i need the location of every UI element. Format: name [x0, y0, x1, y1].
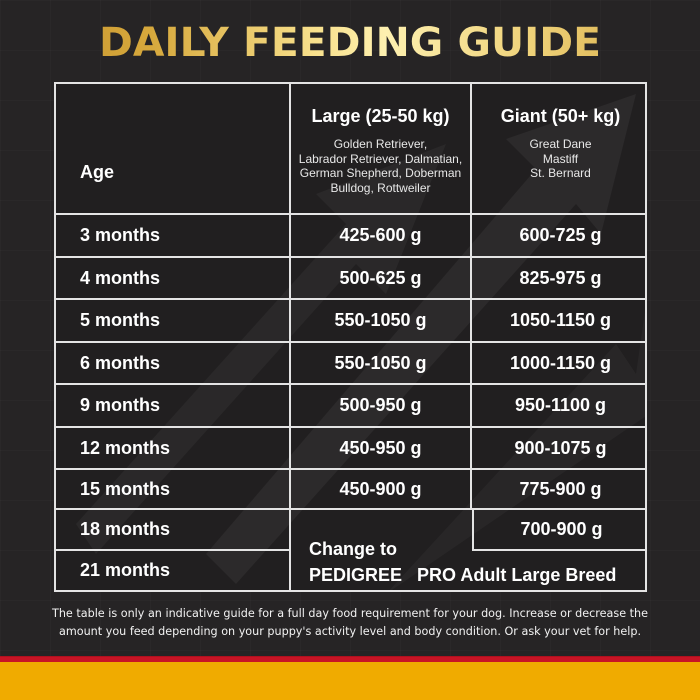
page-title: DAILY FEEDING GUIDE: [0, 18, 700, 68]
table-cell-large: 425-600 g: [291, 215, 472, 258]
table-row-age: 6 months: [56, 343, 291, 385]
breed: Bulldog, Rottweiler: [330, 180, 431, 195]
red-stripe: [0, 656, 700, 662]
header-large: Large (25-50 kg) Golden Retriever, Labra…: [291, 84, 472, 215]
header-age: Age: [56, 84, 291, 215]
table-cell-giant: 1000-1150 g: [472, 343, 645, 385]
table-cell-giant: 900-1075 g: [472, 428, 645, 470]
feeding-table: Age Large (25-50 kg) Golden Retriever, L…: [54, 82, 647, 592]
table-row-age: 3 months: [56, 215, 291, 258]
table-cell-giant: 1050-1150 g: [472, 300, 645, 343]
breed: Great Dane: [529, 137, 592, 151]
table-cell-large: 550-1050 g: [291, 300, 472, 343]
table-cell-large: 450-900 g: [291, 470, 472, 510]
disclaimer-line1: The table is only an indicative guide fo…: [51, 607, 648, 620]
table-cell-giant: 825-975 g: [472, 258, 645, 300]
table-cell-large: 550-1050 g: [291, 343, 472, 385]
breed: Golden Retriever,: [333, 137, 428, 151]
table-cell-giant: 775-900 g: [472, 470, 645, 510]
table-row-age: 5 months: [56, 300, 291, 343]
table-row-age: 9 months: [56, 385, 291, 428]
table-cell-giant: 950-1100 g: [472, 385, 645, 428]
table-row-age: 21 months: [56, 551, 291, 590]
breed: St. Bernard: [530, 166, 591, 180]
header-giant: Giant (50+ kg) Great Dane Mastiff St. Be…: [472, 84, 645, 215]
table-cell-giant: 700-900 g: [472, 510, 645, 551]
giant-breeds-list: Great Dane Mastiff St. Bernard: [529, 137, 591, 181]
change-food-note: Change to PEDIGREE PRO Adult Large Breed: [291, 510, 645, 590]
disclaimer-line2: amount you feed depending on your puppy'…: [58, 625, 642, 638]
header-giant-label: Giant (50+ kg): [500, 106, 621, 126]
table-cell-large: 500-625 g: [291, 258, 472, 300]
table-cell-giant: 600-725 g: [472, 215, 645, 258]
large-breeds-list: Golden Retriever, Labrador Retriever, Da…: [299, 137, 462, 195]
change-note-line1: Change to: [309, 539, 397, 559]
disclaimer-text: The table is only an indicative guide fo…: [30, 605, 670, 641]
table-row-age: 4 months: [56, 258, 291, 300]
yellow-band: [0, 662, 700, 700]
breed: Mastiff: [542, 151, 579, 166]
breed: German Shepherd, Doberman: [299, 166, 462, 180]
breed: Labrador Retriever, Dalmatian,: [298, 151, 463, 166]
header-large-label: Large (25-50 kg): [311, 106, 450, 126]
header-age-label: Age: [80, 162, 115, 182]
table-row-age: 18 months: [56, 510, 291, 551]
table-cell-large: 450-950 g: [291, 428, 472, 470]
table-row-age: 12 months: [56, 428, 291, 470]
change-note-line2: PEDIGREE PRO Adult Large Breed: [309, 565, 617, 585]
table-row-age: 15 months: [56, 470, 291, 510]
table-cell-large: 500-950 g: [291, 385, 472, 428]
